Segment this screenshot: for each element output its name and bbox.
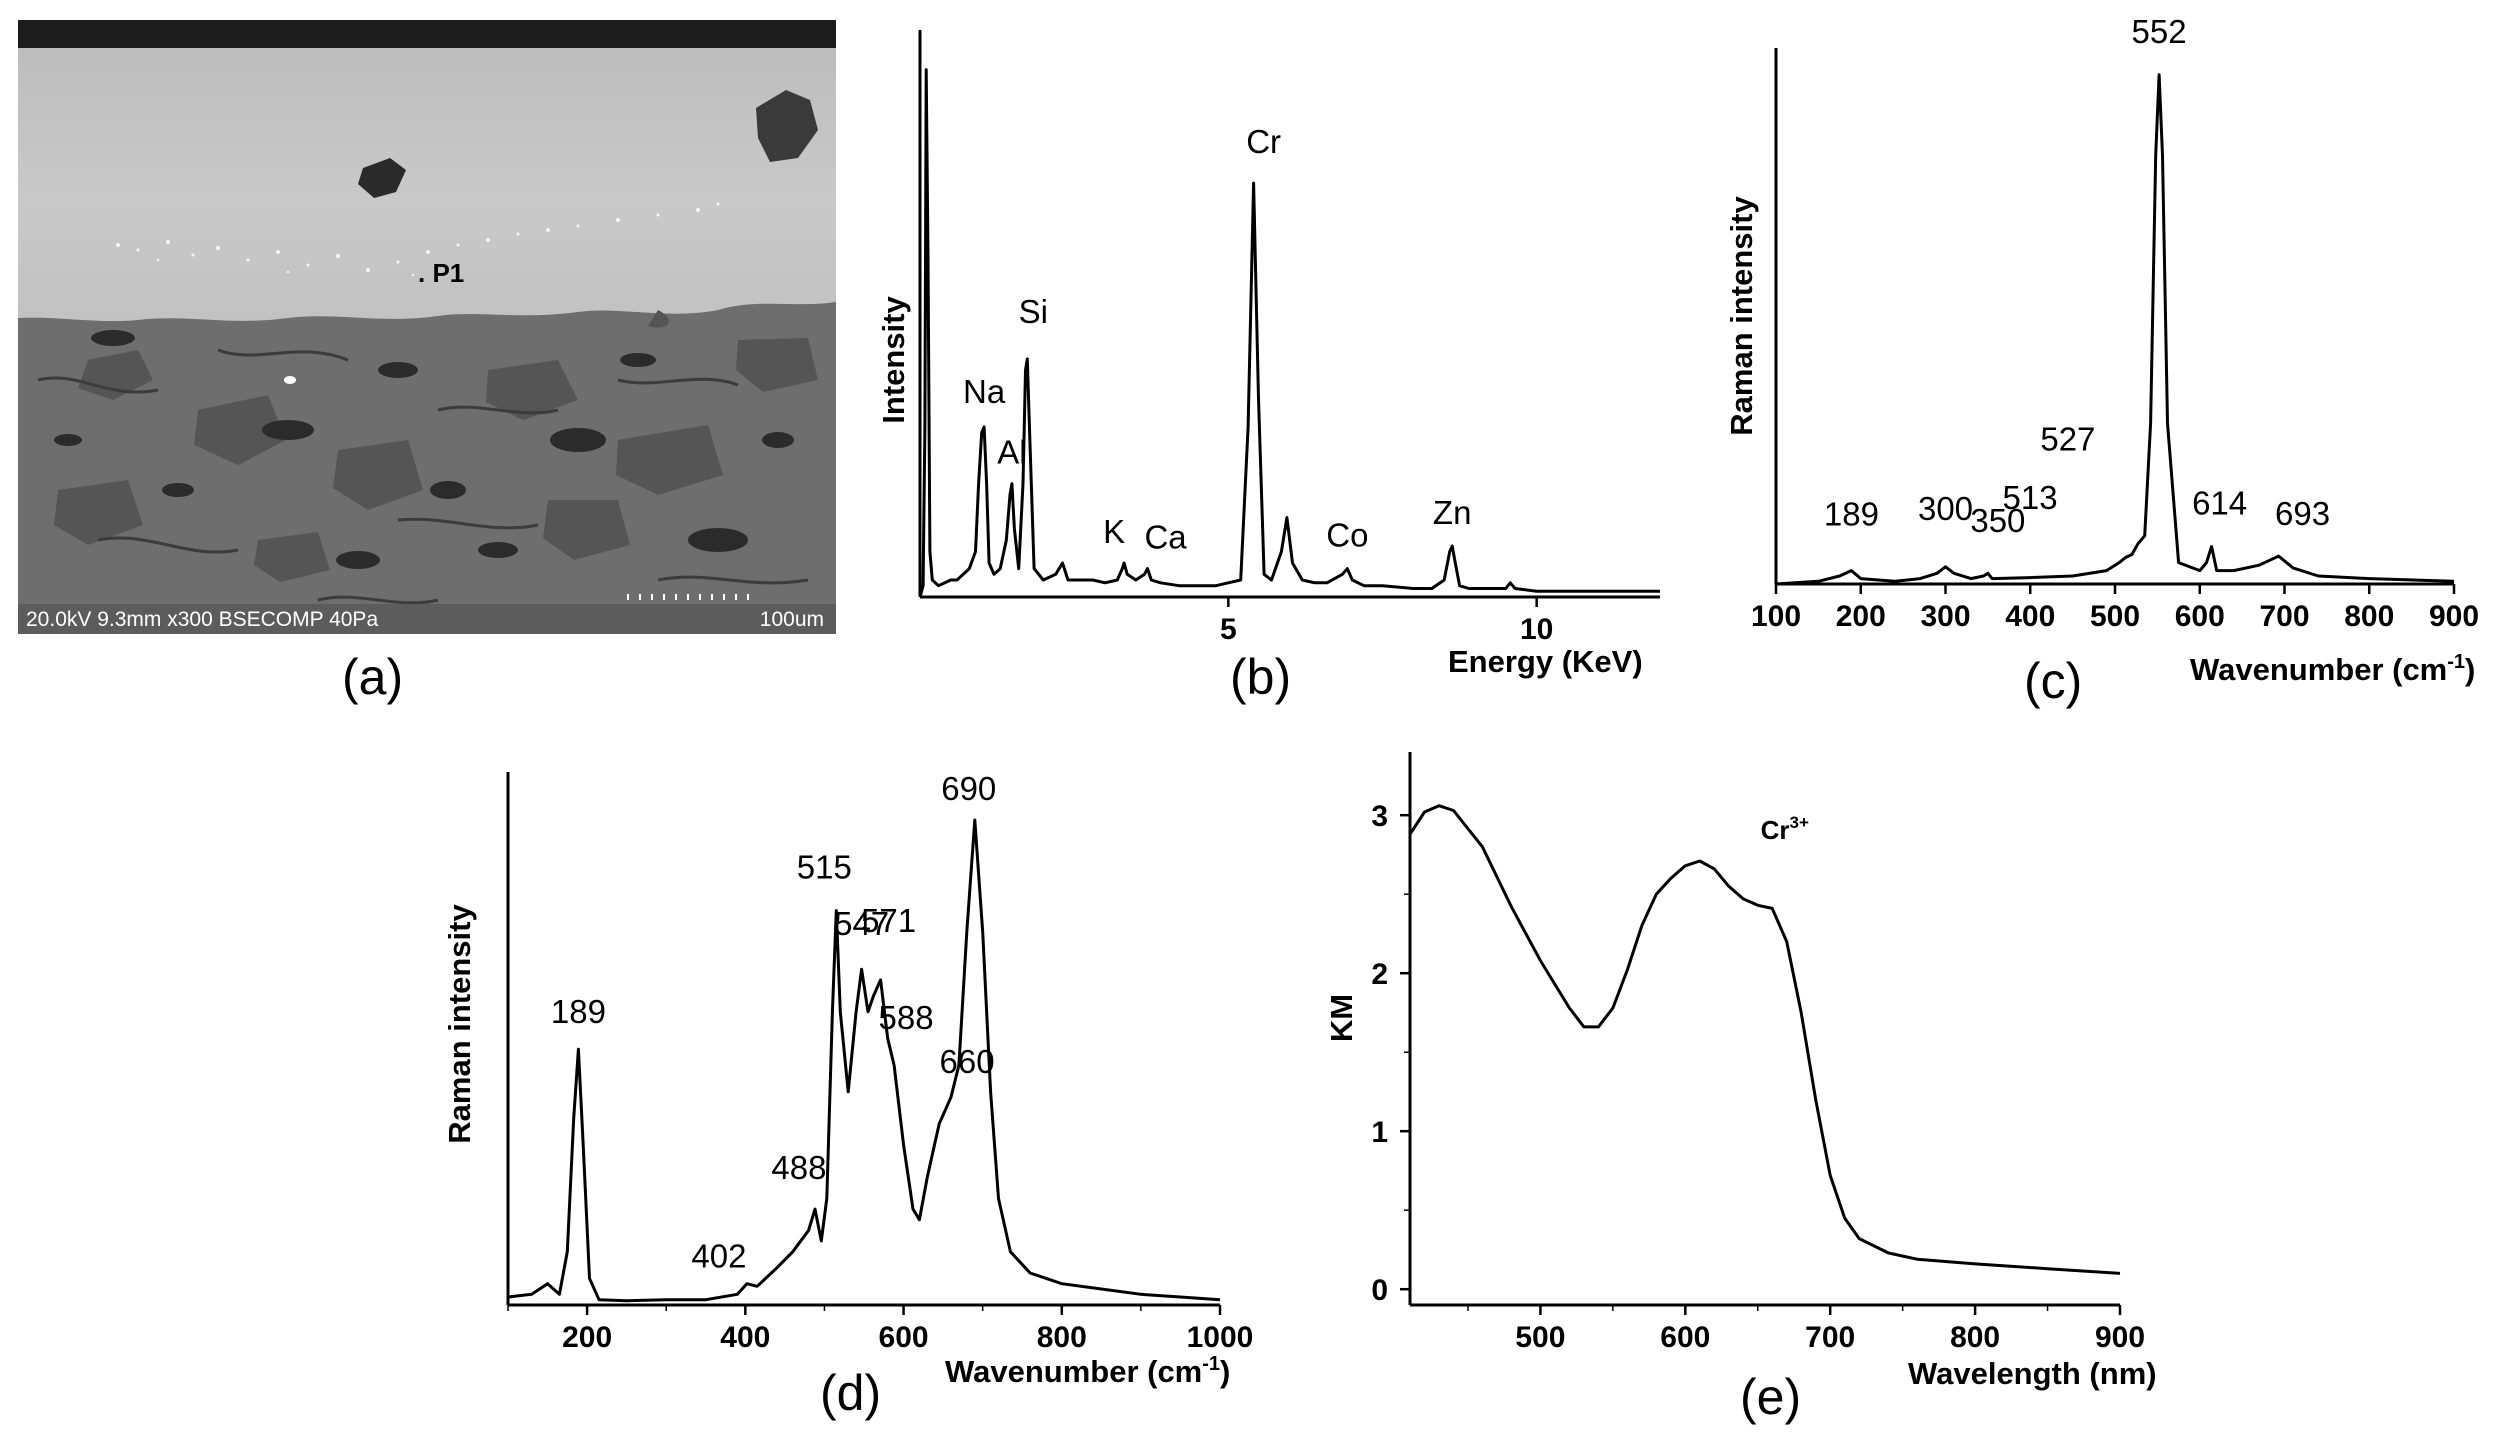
km-x-axis-title: Wavelength (nm)	[1908, 1356, 2157, 1391]
c-x-tick-label: 400	[2005, 600, 2055, 633]
c-peak-label: 300	[1918, 490, 1973, 527]
panel-label-a: (a)	[342, 649, 404, 705]
e-y-tick-label: 0	[1371, 1274, 1388, 1307]
b-peak-label: Co	[1326, 517, 1368, 554]
d-x-tick-label: 400	[720, 1321, 770, 1354]
b-series-line	[918, 68, 1660, 598]
d-x-tick-label: 200	[562, 1321, 612, 1354]
b-peak-label: Si	[1019, 293, 1048, 330]
d-peak-label: 547	[834, 905, 889, 942]
raman-c-x-axis-title: Wavenumber (cm-1)	[2190, 651, 2475, 687]
c-peak-label: 614	[2192, 484, 2247, 521]
c-peak-label: 350	[1970, 502, 2025, 539]
c-x-tick-label: 500	[2090, 600, 2140, 633]
b-peak-label: Ca	[1144, 519, 1187, 556]
b-peak-label: Zn	[1433, 494, 1472, 531]
e-x-tick-label: 600	[1660, 1321, 1710, 1354]
km-y-axis-title: KM	[1324, 994, 1359, 1042]
c-x-tick-label: 600	[2175, 600, 2225, 633]
sem-micrograph: 20.0kV 9.3mm x300 BSECOMP 40Pa 100um . P…	[18, 20, 836, 634]
raman-d-x-axis-title: Wavenumber (cm-1)	[945, 1353, 1230, 1389]
e-x-tick-label: 500	[1515, 1321, 1565, 1354]
b-peak-label: Al	[997, 434, 1026, 471]
e-x-tick-label: 700	[1805, 1321, 1855, 1354]
b-peak-label: Cr	[1246, 123, 1281, 160]
d-peak-label: 402	[691, 1238, 746, 1275]
e-y-tick-label: 2	[1371, 958, 1388, 991]
panel-label-b: (b)	[1230, 649, 1292, 705]
edx-x-axis-title: Energy (KeV)	[1448, 644, 1643, 679]
panel-label-e: (e)	[1740, 1369, 1802, 1425]
sem-point-label: . P1	[418, 258, 464, 288]
edx-y-axis-title: Intensity	[876, 296, 911, 424]
sem-info-bar: 20.0kV 9.3mm x300 BSECOMP 40Pa	[26, 608, 378, 631]
c-x-tick-label: 100	[1751, 600, 1801, 633]
d-x-tick-label: 800	[1037, 1321, 1087, 1354]
d-peak-label: 660	[939, 1043, 994, 1080]
b-peak-label: K	[1103, 513, 1125, 550]
sem-image-graphic: 20.0kV 9.3mm x300 BSECOMP 40Pa 100um . P…	[18, 20, 836, 634]
c-x-tick-label: 900	[2429, 600, 2479, 633]
panel-label-d: (d)	[820, 1365, 882, 1421]
d-peak-label: 189	[551, 993, 606, 1030]
c-x-tick-label: 200	[1836, 600, 1886, 633]
c-series-line	[1775, 73, 2455, 586]
c-peak-label: 552	[2132, 13, 2187, 50]
d-series-line	[507, 818, 1221, 1303]
e-x-tick-label: 900	[2095, 1321, 2145, 1354]
e-x-tick-label: 800	[1950, 1321, 2000, 1354]
raman-d-y-axis-title: Raman intensity	[442, 904, 477, 1144]
c-peak-label: 513	[2002, 479, 2057, 516]
d-peak-label: 690	[941, 770, 996, 807]
d-peak-label: 515	[797, 849, 852, 886]
cr3-annotation: Cr3+	[1761, 813, 1809, 845]
raman-c-y-axis-title: Raman intensity	[1724, 196, 1759, 436]
d-peak-label: 588	[879, 999, 934, 1036]
b-peak-label: Na	[963, 373, 1006, 410]
d-x-tick-label: 1000	[1187, 1321, 1254, 1354]
c-x-tick-label: 300	[1920, 600, 1970, 633]
b-x-tick-label: 10	[1520, 613, 1553, 646]
c-x-tick-label: 700	[2259, 600, 2309, 633]
c-peak-label: 189	[1824, 495, 1879, 532]
c-x-tick-label: 800	[2344, 600, 2394, 633]
e-series-line	[1408, 804, 2121, 1275]
d-peak-label: 571	[861, 902, 916, 939]
sem-scale-label: 100um	[760, 608, 824, 631]
b-x-tick-label: 5	[1220, 613, 1237, 646]
e-y-tick-label: 3	[1371, 800, 1388, 833]
c-peak-label: 527	[2040, 420, 2095, 457]
panel-label-c: (c)	[2024, 653, 2083, 709]
e-y-tick-label: 1	[1371, 1116, 1388, 1149]
d-peak-label: 488	[771, 1149, 826, 1186]
d-x-tick-label: 600	[879, 1321, 929, 1354]
c-peak-label: 693	[2275, 495, 2330, 532]
